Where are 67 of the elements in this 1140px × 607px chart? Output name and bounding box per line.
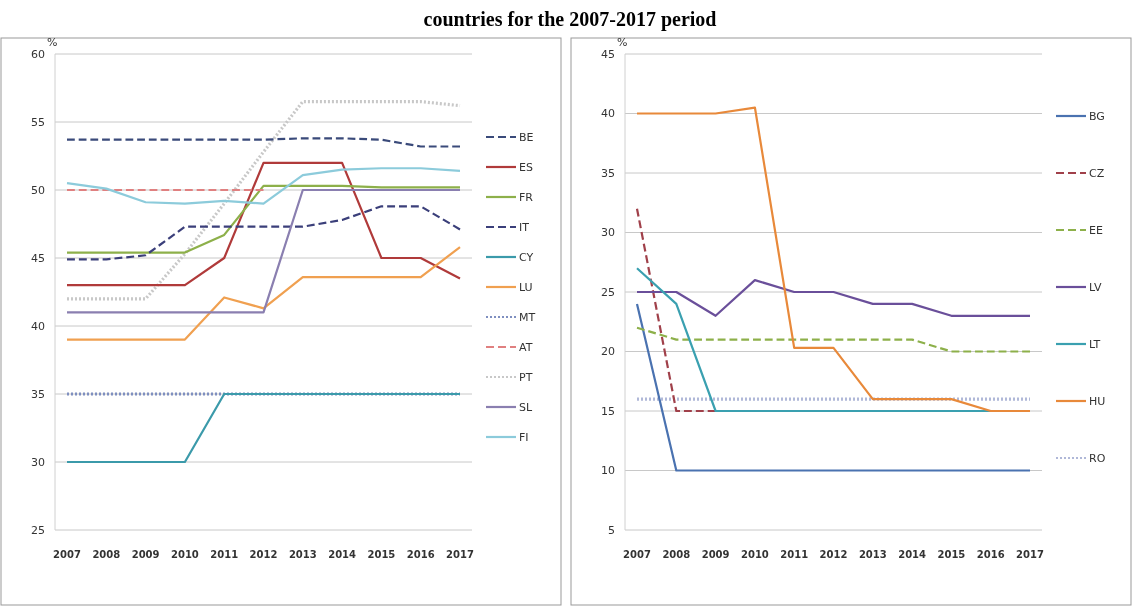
x-tick-label: 2013 [858,549,887,560]
y-tick-label: 45 [31,251,45,265]
x-tick-label: 2008 [662,549,691,560]
legend-label: ES [519,160,533,174]
y-axis-title: % [617,36,628,49]
y-tick-label: 20 [601,345,615,359]
y-tick-label: 30 [601,226,615,240]
y-tick-label: 30 [31,455,45,469]
legend-label: PT [519,370,533,384]
legend-label: AT [519,340,533,354]
x-tick-label: 2011 [780,549,809,560]
line-series [65,161,462,287]
x-tick-label: 2008 [92,549,121,560]
legend-label: FI [519,430,529,444]
y-tick-label: 25 [31,523,45,537]
legend-label: RO [1089,451,1106,465]
x-tick-label: 2017 [1016,549,1044,560]
legend-label: EE [1089,223,1103,237]
x-tick-label: 2007 [53,549,81,560]
x-tick-label: 2012 [249,549,278,560]
legend-label: SL [519,400,533,414]
x-tick-label: 2009 [701,549,730,560]
y-tick-label: 35 [31,387,45,401]
text: countries for the 2007-2017 period [423,8,717,31]
x-tick-label: 2014 [328,549,357,560]
x-tick-label: 2017 [446,549,474,560]
y-tick-label: 55 [31,115,45,129]
y-tick-label: 10 [601,464,615,478]
line-series [635,279,1032,317]
legend-label: IT [519,220,530,234]
line-series [635,106,1032,413]
legend-label: MT [519,310,536,324]
x-tick-label: 2007 [623,549,651,560]
y-tick-label: 60 [31,47,45,61]
x-tick-label: 2016 [976,549,1005,560]
x-tick-label: 2011 [210,549,239,560]
x-tick-label: 2016 [406,549,435,560]
x-tick-label: 2010 [170,549,199,560]
x-tick-label: 2009 [131,549,160,560]
legend-label: LV [1089,280,1102,294]
line-series [65,184,462,254]
line-series [65,167,462,205]
legend-label: CZ [1089,166,1105,180]
y-tick-label: 25 [601,285,615,299]
y-tick-label: 45 [601,47,615,61]
legend-label: LT [1089,337,1101,351]
legend-label: HU [1089,394,1106,408]
y-tick-label: 5 [608,523,615,537]
legend-label: FR [519,190,534,204]
legend-label: CY [519,250,534,264]
legend-label: BE [519,130,534,144]
x-tick-label: 2010 [740,549,769,560]
y-tick-label: 15 [601,404,615,418]
x-tick-label: 2014 [898,549,927,560]
y-tick-label: 40 [601,107,615,121]
line-series [65,246,462,341]
y-tick-label: 50 [31,183,45,197]
x-tick-label: 2015 [367,549,396,560]
y-tick-label: 40 [31,319,45,333]
y-axis-title: % [47,36,58,49]
legend-label: LU [519,280,533,294]
x-tick-label: 2013 [288,549,317,560]
line-series [65,205,462,261]
legend-label: BG [1089,109,1105,123]
x-tick-label: 2012 [819,549,848,560]
x-tick-label: 2015 [937,549,966,560]
y-tick-label: 35 [601,166,615,180]
